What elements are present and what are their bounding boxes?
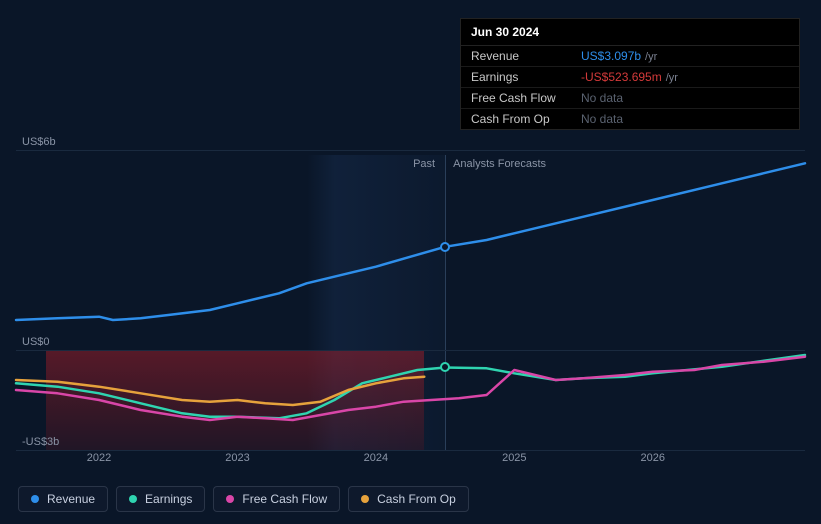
legend-item-revenue[interactable]: Revenue (18, 486, 108, 512)
tooltip-rows: RevenueUS$3.097b/yrEarnings-US$523.695m/… (461, 46, 799, 129)
tooltip-row: Free Cash FlowNo data (461, 88, 799, 109)
legend: Revenue Earnings Free Cash Flow Cash From O… (18, 486, 469, 512)
legend-item-label: Revenue (47, 492, 95, 506)
tooltip-header: Jun 30 2024 (461, 19, 799, 46)
y-axis-label: US$0 (22, 336, 50, 348)
tooltip-row-label: Cash From Op (471, 112, 581, 126)
tooltip-row-suffix: /yr (645, 51, 657, 63)
tooltip-row: RevenueUS$3.097b/yr (461, 46, 799, 67)
x-axis-label: 2023 (225, 452, 249, 464)
tooltip-row-value: US$3.097b (581, 49, 641, 63)
legend-item-label: Earnings (145, 492, 192, 506)
y-gridline (16, 150, 805, 151)
tooltip-row: Earnings-US$523.695m/yr (461, 67, 799, 88)
legend-dot-icon (226, 495, 234, 503)
y-axis-label: -US$3b (22, 436, 59, 448)
tooltip-row-label: Earnings (471, 70, 581, 84)
tooltip-row: Cash From OpNo data (461, 109, 799, 129)
tooltip-row-label: Free Cash Flow (471, 91, 581, 105)
legend-dot-icon (129, 495, 137, 503)
chart-tooltip: Jun 30 2024 RevenueUS$3.097b/yrEarnings-… (460, 18, 800, 130)
legend-item-label: Free Cash Flow (242, 492, 327, 506)
x-axis-label: 2024 (364, 452, 388, 464)
y-gridline (16, 450, 805, 451)
x-axis-label: 2022 (87, 452, 111, 464)
legend-dot-icon (361, 495, 369, 503)
x-axis-label: 2025 (502, 452, 526, 464)
tooltip-row-value: -US$523.695m (581, 70, 662, 84)
y-axis-label: US$6b (22, 136, 56, 148)
legend-item-earnings[interactable]: Earnings (116, 486, 205, 512)
x-axis-label: 2026 (640, 452, 664, 464)
tooltip-row-value: No data (581, 91, 623, 105)
series-line-revenue (16, 163, 805, 320)
legend-dot-icon (31, 495, 39, 503)
highlight-marker-earnings (440, 362, 450, 372)
legend-item-label: Cash From Op (377, 492, 456, 506)
tooltip-row-value: No data (581, 112, 623, 126)
tooltip-row-label: Revenue (471, 49, 581, 63)
legend-item-cash_from_op[interactable]: Cash From Op (348, 486, 469, 512)
y-gridline (16, 350, 805, 351)
series-line-free_cash_flow (16, 357, 805, 420)
legend-item-free_cash_flow[interactable]: Free Cash Flow (213, 486, 340, 512)
highlight-marker-revenue (440, 242, 450, 252)
tooltip-row-suffix: /yr (666, 72, 678, 84)
